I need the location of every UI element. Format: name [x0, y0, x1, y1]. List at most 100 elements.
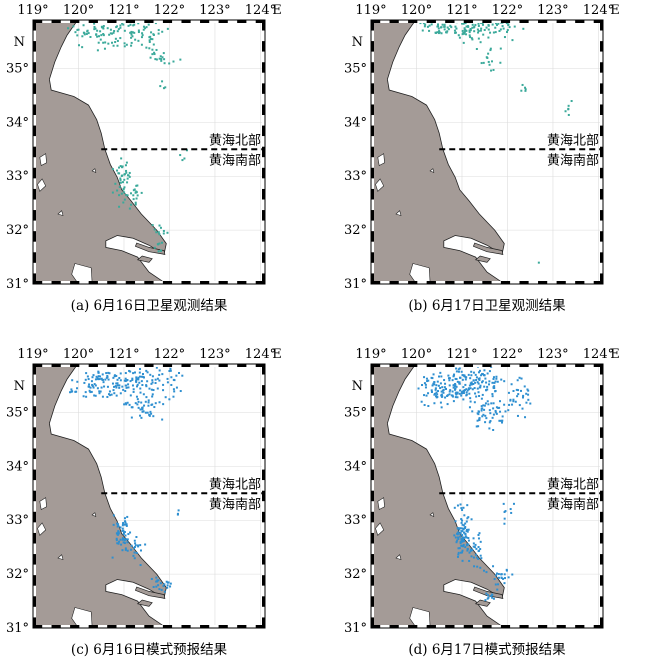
- seaweed-patch: [433, 393, 436, 396]
- seaweed-patch: [140, 416, 143, 419]
- seaweed-patch: [126, 177, 129, 180]
- frame-segment: [153, 625, 163, 628]
- seaweed-patch: [161, 241, 164, 244]
- seaweed-patch: [423, 376, 426, 379]
- lon-tick-label: 121°: [108, 347, 139, 362]
- lon-tick-label: 123°: [537, 3, 568, 18]
- seaweed-patch: [495, 406, 498, 409]
- east-label: E: [272, 347, 282, 362]
- seaweed-patch: [103, 385, 106, 388]
- seaweed-patch: [126, 379, 129, 382]
- seaweed-patch: [465, 29, 468, 32]
- seaweed-patch: [123, 538, 126, 541]
- frame-segment: [33, 532, 36, 544]
- seaweed-patch: [124, 520, 127, 523]
- frame-segment: [600, 406, 603, 417]
- seaweed-patch: [457, 537, 460, 540]
- seaweed-patch: [482, 569, 485, 572]
- seaweed-patch: [525, 392, 528, 395]
- seaweed-patch: [486, 597, 489, 600]
- frame-segment: [172, 364, 182, 367]
- seaweed-patch: [106, 376, 109, 379]
- seaweed-patch: [112, 44, 115, 47]
- seaweed-patch: [500, 576, 503, 579]
- seaweed-patch: [129, 394, 132, 397]
- seaweed-patch: [447, 377, 450, 380]
- frame-segment: [500, 364, 511, 367]
- lat-tick-label: 33°: [6, 169, 29, 184]
- seaweed-patch: [484, 414, 487, 417]
- seaweed-patch: [469, 36, 472, 39]
- seaweed-patch: [137, 376, 140, 379]
- seaweed-patch: [440, 390, 443, 393]
- seaweed-patch: [104, 41, 107, 44]
- frame-segment: [227, 625, 238, 628]
- frame-segment: [538, 20, 548, 23]
- seaweed-patch: [119, 526, 122, 529]
- seaweed-patch: [458, 367, 461, 370]
- seaweed-patch: [123, 173, 126, 176]
- seaweed-patch: [161, 418, 164, 421]
- seaweed-patch: [434, 31, 437, 34]
- seaweed-patch: [461, 378, 464, 381]
- seaweed-patch: [427, 392, 430, 395]
- seaweed-patch: [122, 541, 125, 544]
- seaweed-patch: [119, 372, 122, 375]
- frame-segment: [237, 364, 247, 367]
- seaweed-patch: [501, 419, 504, 422]
- seaweed-patch: [94, 378, 97, 381]
- seaweed-patch: [492, 402, 495, 405]
- seaweed-patch: [509, 508, 512, 511]
- seaweed-patch: [480, 27, 483, 30]
- seaweed-patch: [479, 548, 482, 551]
- seaweed-patch: [116, 189, 119, 192]
- seaweed-patch: [457, 34, 460, 37]
- frame-segment: [408, 281, 418, 284]
- seaweed-patch: [494, 380, 497, 383]
- seaweed-patch: [485, 417, 488, 420]
- seaweed-patch: [148, 39, 151, 42]
- seaweed-patch: [488, 427, 491, 430]
- seaweed-patch: [149, 56, 152, 59]
- seaweed-patch: [106, 395, 109, 398]
- seaweed-patch: [446, 394, 449, 397]
- frame-segment: [33, 511, 36, 523]
- seaweed-patch: [116, 382, 119, 385]
- seaweed-patch: [124, 523, 127, 526]
- seaweed-patch: [461, 544, 464, 547]
- seaweed-patch: [481, 380, 484, 383]
- frame-segment: [417, 281, 427, 284]
- lon-tick-label: 124°: [583, 347, 614, 362]
- seaweed-patch: [485, 571, 488, 574]
- seaweed-patch: [478, 549, 481, 552]
- seaweed-patch: [179, 390, 182, 393]
- frame-segment: [463, 364, 474, 367]
- seaweed-patch: [461, 390, 464, 393]
- seaweed-patch: [157, 579, 160, 582]
- seaweed-patch: [141, 32, 144, 35]
- seaweed-patch: [570, 100, 573, 103]
- lat-tick-label: 33°: [344, 169, 367, 184]
- seaweed-patch: [129, 23, 132, 26]
- seaweed-patch: [124, 402, 127, 405]
- lat-tick-label: 31°: [6, 277, 29, 292]
- seaweed-patch: [466, 504, 469, 507]
- lake: [375, 178, 385, 192]
- seaweed-patch: [517, 389, 520, 392]
- seaweed-patch: [135, 376, 138, 379]
- seaweed-patch: [465, 393, 468, 396]
- seaweed-patch: [454, 536, 457, 539]
- seaweed-patch: [514, 400, 517, 403]
- seaweed-patch: [491, 381, 494, 384]
- frame-segment: [262, 199, 265, 211]
- frame-segment: [33, 427, 36, 438]
- seaweed-patch: [74, 390, 77, 393]
- frame-segment: [371, 199, 374, 211]
- frame-segment: [593, 364, 603, 367]
- land-area: [371, 364, 506, 628]
- seaweed-patch: [157, 584, 160, 587]
- seaweed-patch: [499, 61, 502, 64]
- frame-segment: [473, 364, 483, 367]
- seaweed-patch: [140, 191, 143, 194]
- seaweed-patch: [95, 33, 98, 36]
